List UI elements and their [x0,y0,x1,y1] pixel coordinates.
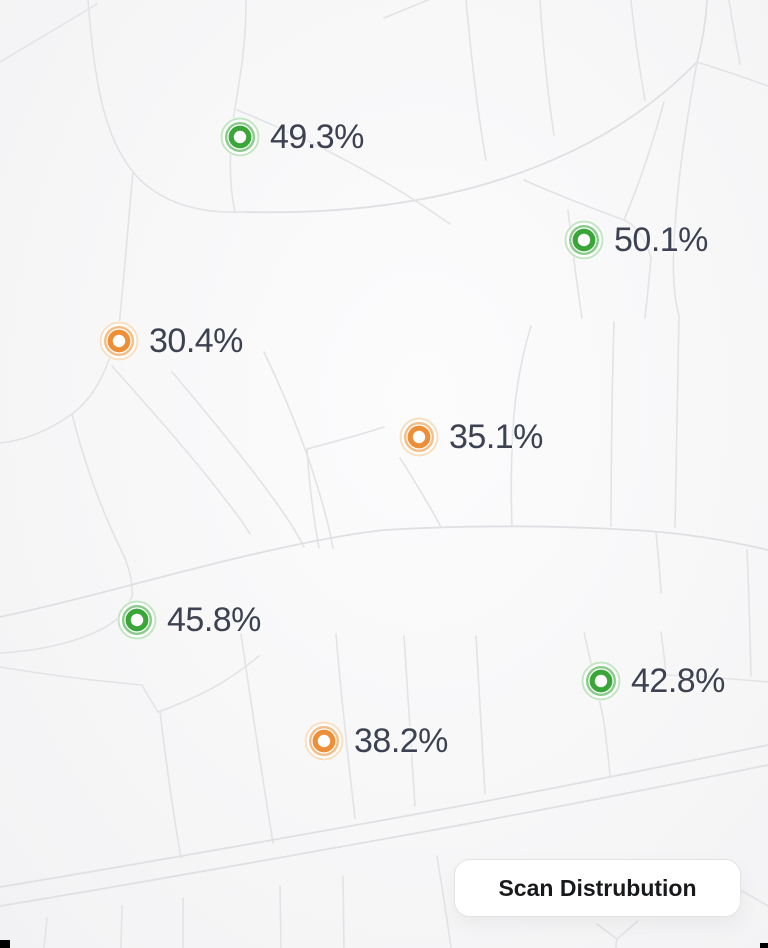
screen-corner-mark-left [0,940,10,948]
marker-value-label: 30.4% [149,322,243,360]
marker-value-label: 38.2% [354,722,448,760]
scan-marker-orange[interactable]: 35.1% [397,415,543,459]
concentric-rings-icon [99,321,139,361]
concentric-rings-icon [220,117,260,157]
concentric-rings-icon [581,661,621,701]
concentric-rings-icon [564,220,604,260]
marker-value-label: 35.1% [449,418,543,456]
scan-marker-green[interactable]: 42.8% [579,659,725,703]
concentric-rings-icon [399,417,439,457]
screen-corner-mark-right [760,943,768,948]
marker-value-label: 42.8% [631,662,725,700]
scan-marker-orange[interactable]: 30.4% [97,319,243,363]
marker-value-label: 50.1% [614,221,708,259]
scan-marker-green[interactable]: 49.3% [218,115,364,159]
marker-value-label: 49.3% [270,118,364,156]
scan-marker-orange[interactable]: 38.2% [302,719,448,763]
scan-marker-green[interactable]: 45.8% [115,598,261,642]
scan-marker-green[interactable]: 50.1% [562,218,708,262]
concentric-rings-icon [304,721,344,761]
marker-value-label: 45.8% [167,601,261,639]
scan-distribution-button[interactable]: Scan Distrubution [454,859,741,917]
concentric-rings-icon [117,600,157,640]
